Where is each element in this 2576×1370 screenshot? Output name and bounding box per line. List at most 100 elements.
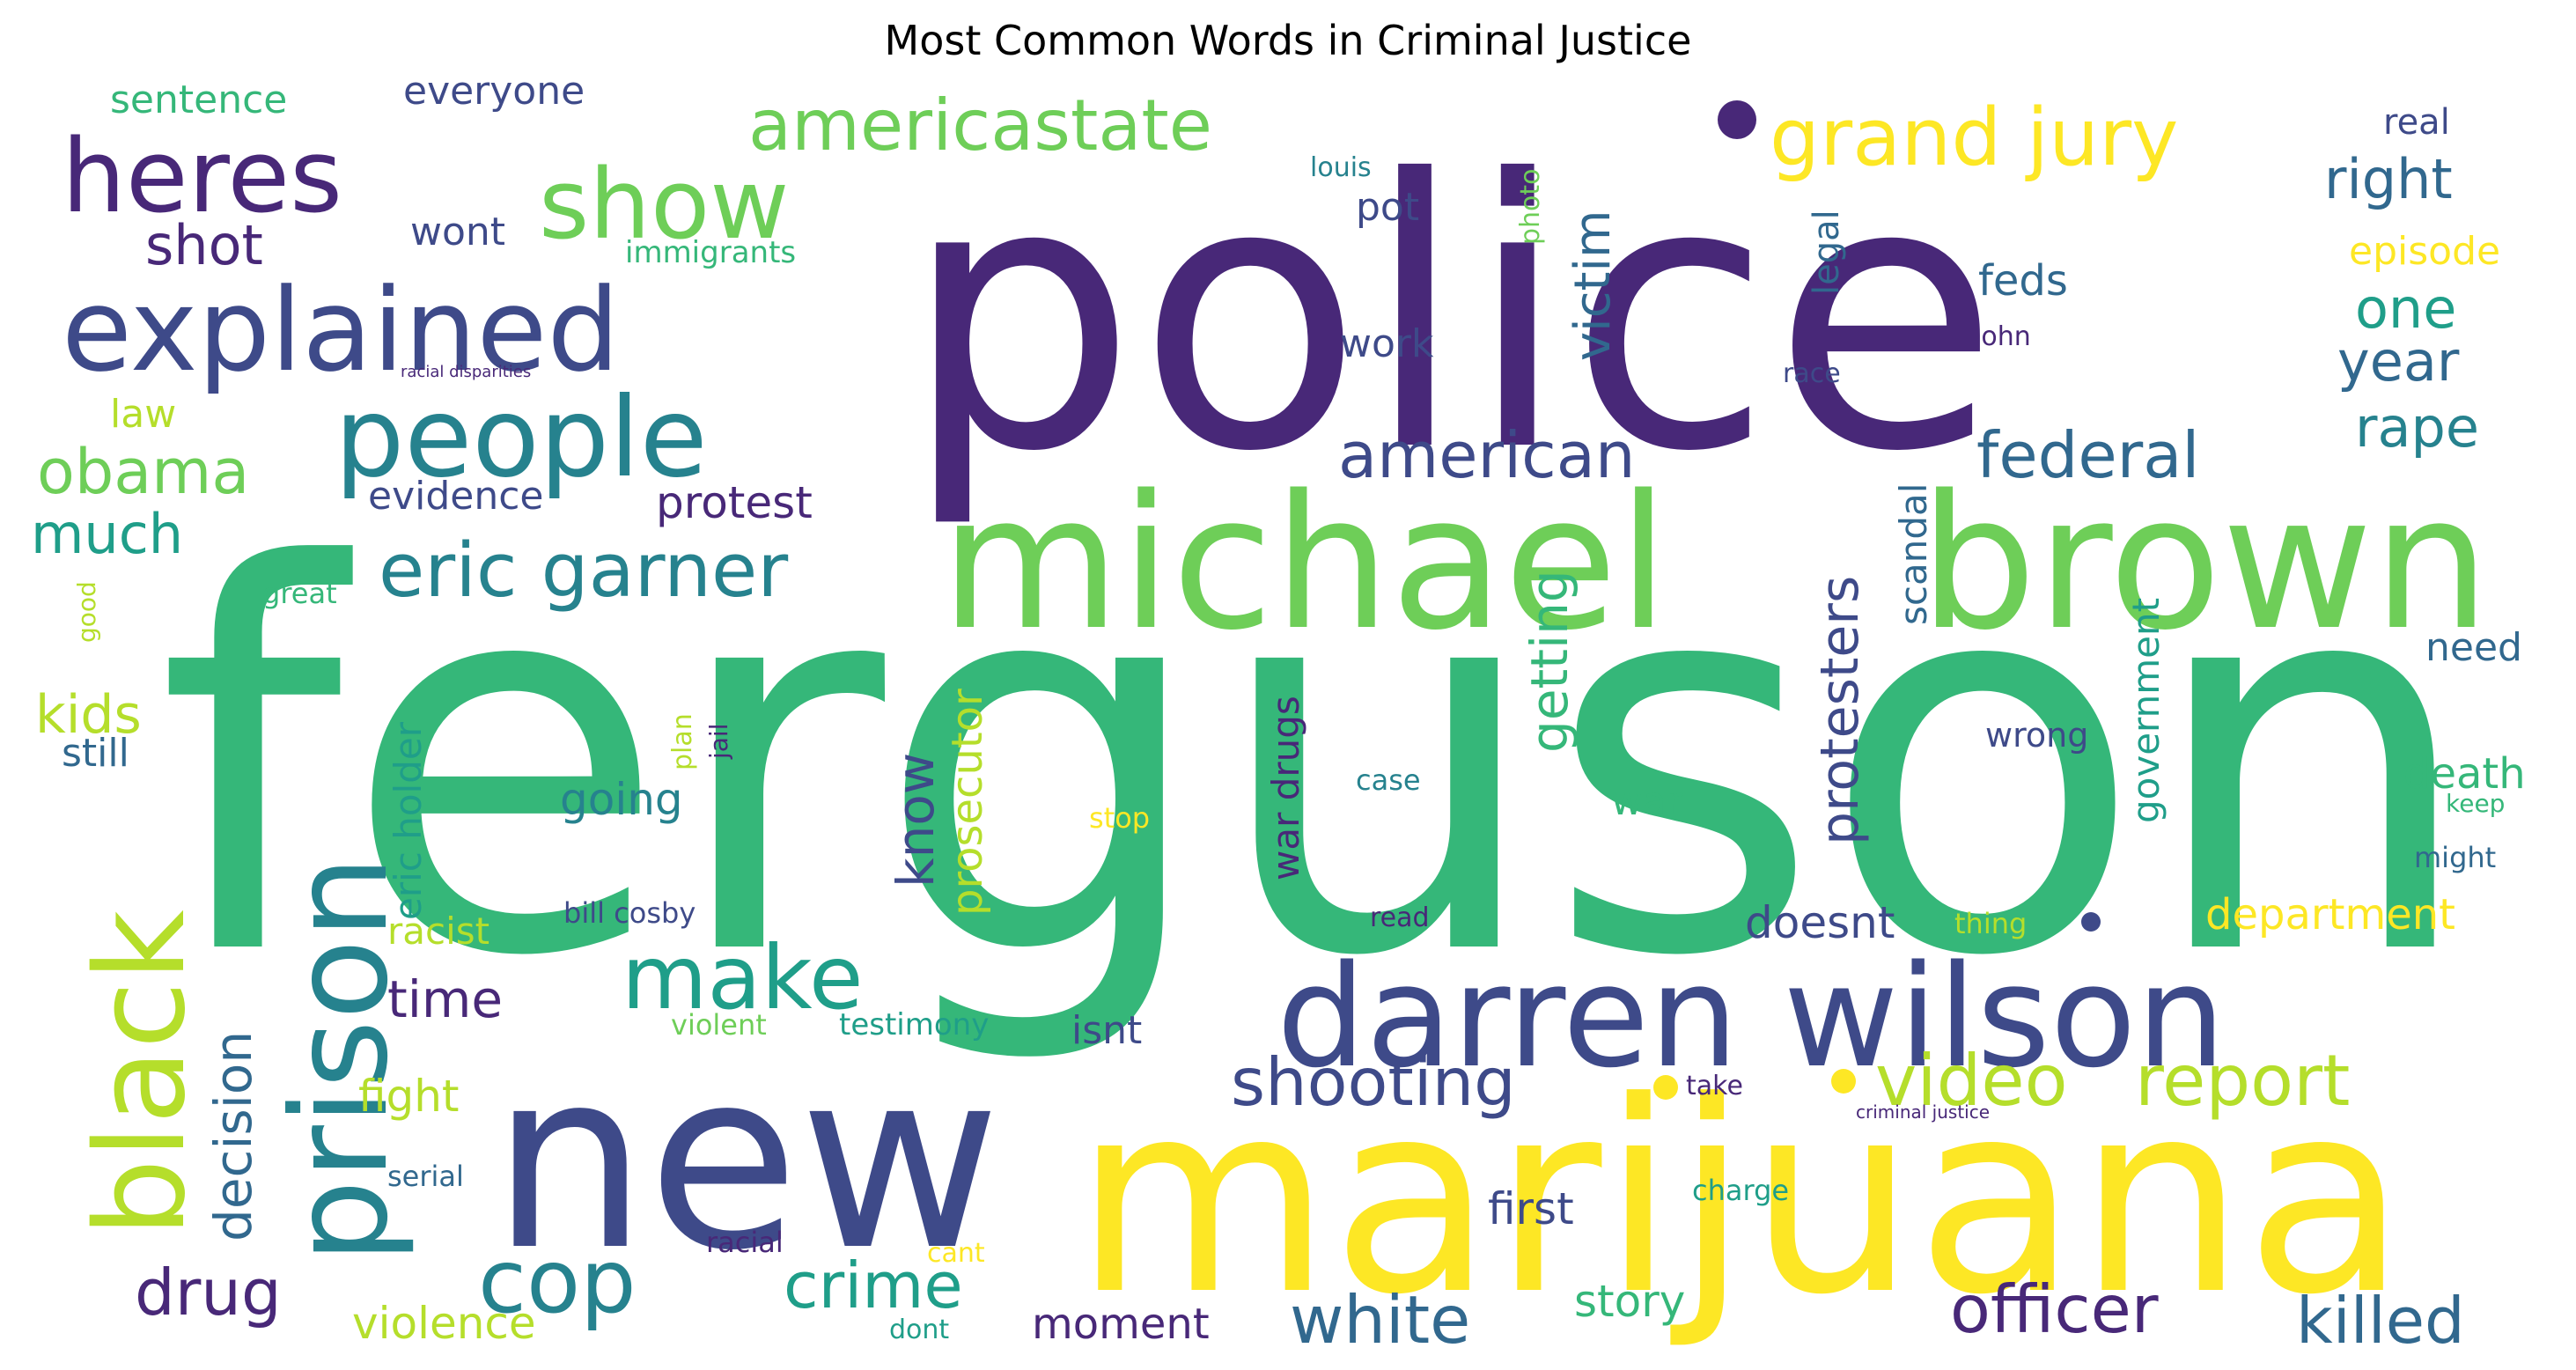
word-federal: federal (1976, 418, 2199, 492)
word-going: going (560, 774, 683, 825)
speck-dot (1831, 1069, 1856, 1094)
word-take: take (1686, 1071, 1743, 1101)
word-racial: racial (706, 1226, 784, 1259)
word-violent: violent (671, 1008, 767, 1042)
word-photo: photo (1515, 168, 1546, 245)
word-great: great (262, 577, 337, 610)
word-fight: fight (358, 1071, 460, 1122)
word-feds: feds (1978, 256, 2068, 306)
word-dont: dont (889, 1315, 949, 1345)
word-right: right (2324, 147, 2453, 211)
word-time: time (387, 969, 503, 1029)
word-obama: obama (37, 436, 249, 508)
word-criminal-justice: criminal justice (1856, 1101, 1990, 1123)
word-evidence: evidence (368, 474, 543, 519)
word-john: john (1973, 321, 2031, 352)
word-victim: victim (1564, 210, 1622, 361)
word-pot: pot (1356, 185, 1419, 230)
word-know: know (886, 753, 946, 888)
word-moment: moment (1032, 1300, 1210, 1349)
word-death: death (2403, 749, 2526, 799)
word-bill-cosby: bill cosby (563, 896, 696, 930)
word-decision: decision (203, 1031, 263, 1241)
word-racial-disparities: racial disparities (401, 363, 531, 381)
speck-dot (1653, 1075, 1678, 1100)
word-scandal: scandal (1892, 483, 1935, 625)
word-first: first (1488, 1183, 1574, 1234)
word-grand-jury: grand jury (1770, 92, 2178, 184)
word-shot: shot (145, 213, 263, 277)
word-killed: killed (2296, 1284, 2465, 1358)
chart-title: Most Common Words in Criminal Justice (885, 17, 1692, 64)
word-kids: kids (35, 684, 142, 746)
word-plan: plan (667, 713, 698, 770)
word-legal: legal (1807, 210, 1847, 295)
word-eric-holder: eric holder (386, 721, 430, 920)
word-department: department (2205, 890, 2455, 939)
word-thing: thing (1954, 907, 2027, 940)
word-crime: crime (784, 1248, 963, 1322)
word-american: american (1338, 418, 1636, 492)
word-marijuana: marijuana (1074, 1045, 2407, 1352)
word-americastate: americastate (748, 85, 1212, 166)
word-need: need (2425, 625, 2522, 670)
word-eric-garner: eric garner (379, 527, 788, 615)
word-racist: racist (387, 910, 489, 953)
word-year: year (2337, 329, 2460, 394)
word-real: real (2383, 102, 2450, 143)
word-race: race (1783, 358, 1841, 389)
word-episode: episode (2349, 229, 2500, 274)
word-charge: charge (1692, 1174, 1789, 1207)
word-jail: jail (704, 724, 733, 761)
word-protesters: protesters (1809, 576, 1871, 845)
word-war: war (1611, 779, 1683, 824)
word-testimony: testimony (839, 1007, 989, 1042)
word-prosecutor: prosecutor (943, 689, 992, 916)
word-law: law (110, 392, 176, 437)
word-black: black (70, 910, 213, 1237)
word-prison: prison (264, 855, 417, 1263)
word-ferguson: ferguson (157, 456, 2479, 1072)
word-make: make (622, 926, 864, 1029)
word-good: good (72, 581, 101, 643)
word-immigrants: immigrants (625, 235, 796, 270)
word-wrong: wrong (1985, 716, 2088, 755)
word-much: much (31, 502, 183, 566)
word-serial: serial (387, 1160, 464, 1193)
word-shooting: shooting (1231, 1043, 1516, 1121)
word-sentence: sentence (110, 77, 287, 122)
word-protest: protest (656, 477, 813, 528)
word-story: story (1574, 1276, 1685, 1327)
word-officer: officer (1950, 1271, 2159, 1348)
word-doesnt: doesnt (1745, 897, 1895, 948)
word-isnt: isnt (1071, 1008, 1142, 1053)
word-one: one (2355, 276, 2456, 341)
word-rape: rape (2355, 395, 2479, 460)
word-still: still (62, 731, 129, 776)
word-louis: louis (1310, 152, 1372, 183)
word-heres: heres (62, 118, 342, 236)
word-white: white (1290, 1281, 1470, 1359)
word-video: video (1875, 1040, 2068, 1122)
word-show: show (539, 148, 789, 261)
word-drug: drug (135, 1256, 282, 1329)
word-new: new (491, 1018, 1001, 1305)
word-report: report (2135, 1040, 2350, 1122)
word-violence: violence (352, 1298, 536, 1349)
word-stop: stop (1089, 801, 1150, 835)
speck-dot (1718, 100, 1756, 139)
word-might: might (2414, 841, 2496, 874)
word-keep: keep (2446, 789, 2505, 818)
word-government: government (2124, 598, 2168, 823)
word-wont: wont (410, 210, 505, 254)
word-people: people (335, 374, 708, 502)
speck-dot (2081, 912, 2101, 932)
word-cop: cop (478, 1230, 637, 1333)
word-police: police (902, 102, 1999, 533)
word-everyone: everyone (403, 69, 585, 114)
word-war-drugs: war drugs (1264, 696, 1307, 880)
word-case: case (1356, 763, 1421, 797)
word-cant: cant (927, 1238, 985, 1269)
